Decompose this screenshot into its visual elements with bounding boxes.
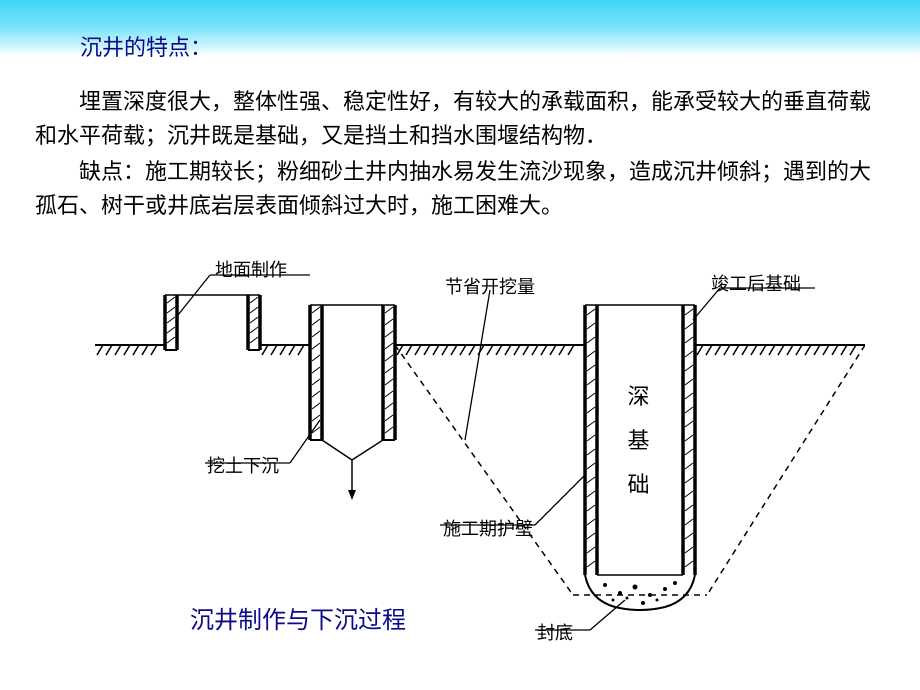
caisson-diagram: 地面制作 节省开挖量 竣工后基础 挖土下沉 施工期护壁 封底 深基础	[95, 245, 865, 640]
slide-content: 沉井的特点： 埋置深度很大，整体性强、稳定性好，有较大的承载面积，能承受较大的垂…	[0, 0, 920, 690]
diagram-caption: 沉井制作与下沉过程	[190, 600, 406, 635]
paragraph-1: 埋置深度很大，整体性强、稳定性好，有较大的承载面积，能承受较大的垂直荷载和水平荷…	[35, 85, 890, 153]
slide-title: 沉井的特点：	[80, 30, 212, 62]
label-completed-foundation: 竣工后基础	[711, 270, 801, 296]
label-surface-made: 地面制作	[215, 256, 287, 282]
label-save-excavation: 节省开挖量	[445, 273, 535, 299]
label-deep-foundation: 深基础	[616, 375, 661, 507]
label-dig-sink: 挖土下沉	[207, 452, 279, 478]
label-construction-wall: 施工期护壁	[443, 515, 533, 541]
label-seal-bottom: 封底	[537, 619, 573, 645]
diagram-svg	[95, 245, 865, 640]
paragraph-2: 缺点：施工期较长；粉细砂土井内抽水易发生流沙现象，造成沉井倾斜；遇到的大孤石、树…	[35, 155, 890, 223]
